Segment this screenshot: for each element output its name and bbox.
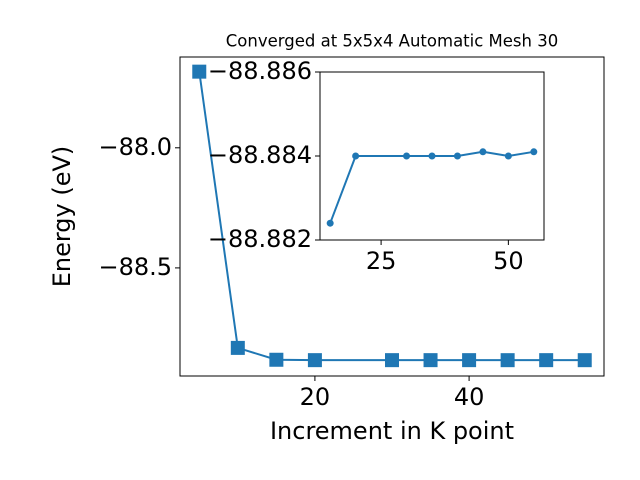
chart-title: Converged at 5x5x4 Automatic Mesh 30 [226,32,558,51]
y-tick-label: −88.884 [208,141,312,169]
marker [462,353,477,368]
y-axis-label: Energy (eV) [48,146,76,288]
x-tick-label: 50 [493,247,524,275]
marker [403,152,411,160]
marker [269,352,284,367]
marker [577,353,592,368]
x-tick-label: 40 [454,383,485,411]
x-axis-label: Increment in K point [270,417,514,445]
marker [500,353,515,368]
marker [504,152,512,160]
x-tick-label: 20 [300,383,331,411]
marker [385,353,399,368]
marker [539,353,554,368]
marker [352,152,360,160]
y-tick-label: −88.882 [208,225,312,253]
y-tick-label: −88.5 [98,253,172,281]
marker [530,148,538,156]
y-tick-label: −88.0 [98,133,172,161]
x-tick-label: 25 [366,247,397,275]
y-tick-label: −88.886 [208,57,312,85]
marker [428,152,436,160]
marker [230,340,245,355]
marker [326,219,334,227]
marker [453,152,461,160]
marker [307,353,322,368]
series-line [198,71,585,362]
marker [479,148,487,156]
marker [192,64,207,79]
series-line [329,150,534,224]
marker [423,353,438,368]
